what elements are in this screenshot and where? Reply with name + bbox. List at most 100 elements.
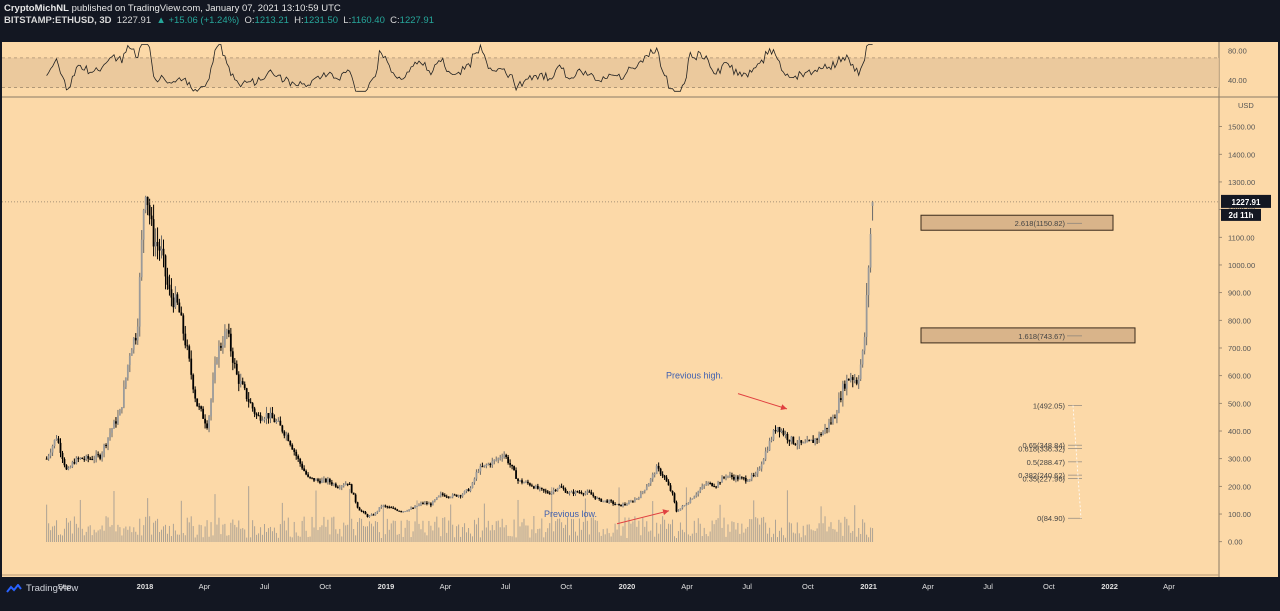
candle-body	[677, 510, 680, 512]
candle-body	[119, 409, 121, 416]
candle-body	[273, 418, 276, 423]
candle-body	[89, 458, 92, 460]
candle-body	[740, 477, 743, 479]
last-price-badge	[1221, 194, 1271, 208]
candle-body	[122, 386, 125, 408]
candle-body	[598, 497, 601, 499]
candle-body	[428, 503, 430, 505]
candle-body	[560, 486, 563, 488]
candle-body	[841, 383, 844, 400]
candle-body	[237, 374, 240, 384]
candle-body	[107, 437, 109, 446]
candle-body	[529, 483, 531, 486]
candle-body	[562, 487, 565, 490]
candle-body	[287, 434, 290, 441]
candle-body	[140, 239, 143, 278]
candle-body	[291, 444, 294, 450]
fib-box	[920, 214, 1114, 231]
candle-body	[368, 515, 371, 517]
candle-body	[796, 444, 799, 446]
time-tick-label: Jul	[742, 582, 752, 591]
symbol-name[interactable]: BITSTAMP:ETHUSD, 3D	[4, 15, 112, 26]
candle-body	[336, 486, 339, 488]
price-tick-label: 100.00	[1228, 510, 1251, 519]
candle-body	[265, 413, 268, 419]
candle-body	[384, 505, 387, 507]
candle-body	[222, 345, 224, 348]
candle-body	[802, 442, 805, 444]
candle-body	[532, 486, 535, 489]
candle-body	[374, 512, 377, 516]
candle-body	[701, 486, 704, 490]
candle-body	[742, 477, 745, 479]
publish-text: published on TradingView.com, January 07…	[71, 3, 341, 14]
candle-body	[138, 277, 141, 327]
time-tick-label: Jul	[983, 582, 993, 591]
candle-body	[705, 483, 708, 485]
rsi-line	[46, 43, 873, 92]
candle-body	[109, 432, 111, 438]
candle-body	[400, 511, 403, 513]
price-tick-label: 800.00	[1228, 316, 1251, 325]
candle-body	[839, 398, 842, 400]
candle-body	[190, 358, 193, 375]
price-tick-label: 1400.00	[1228, 150, 1255, 159]
change-value: ▲ +15.06 (+1.24%)	[156, 15, 240, 26]
candle-body	[515, 470, 517, 479]
candle-body	[332, 483, 335, 485]
rsi-band	[2, 57, 1219, 88]
author-name[interactable]: CryptoMichNL	[4, 3, 69, 14]
candle-body	[580, 492, 583, 494]
candle-body	[174, 294, 177, 308]
candle-body	[299, 458, 302, 464]
candle-body	[604, 500, 607, 502]
candle-body	[142, 210, 145, 240]
candle-body	[491, 460, 494, 466]
candle-body	[574, 491, 577, 494]
candle-body	[519, 480, 521, 482]
candle-body	[334, 483, 337, 487]
candle-body	[620, 504, 622, 507]
candle-body	[493, 459, 496, 461]
candle-body	[55, 438, 58, 440]
candle-body	[744, 477, 747, 482]
candle-body	[717, 482, 719, 487]
tradingview-logo[interactable]: TradingView	[6, 583, 78, 594]
candle-body	[651, 474, 654, 479]
candle-body	[186, 345, 189, 347]
candle-body	[564, 489, 567, 493]
candle-body	[798, 440, 801, 445]
candle-body	[681, 506, 684, 509]
candle-body	[269, 412, 272, 419]
candle-body	[301, 463, 304, 469]
candle-body	[386, 506, 389, 508]
candle-body	[362, 511, 365, 513]
candle-body	[657, 465, 660, 469]
fib-label: 2.618(1150.82)	[1015, 219, 1066, 228]
candle-body	[360, 510, 363, 512]
candle-body	[198, 406, 201, 408]
candle-body	[822, 431, 824, 436]
candle-body	[164, 255, 167, 277]
candle-body	[558, 486, 561, 489]
candle-body	[647, 483, 650, 487]
candle-body	[214, 363, 216, 381]
candle-body	[305, 470, 308, 475]
fib-label: 0.5(288.47)	[1027, 458, 1066, 467]
candle-body	[81, 457, 84, 459]
time-tick-label: Apr	[681, 582, 693, 591]
time-tick-label: Apr	[922, 582, 934, 591]
candle-body	[241, 381, 244, 385]
candle-body	[600, 498, 603, 502]
candle-body	[261, 420, 264, 422]
candle-body	[465, 489, 468, 492]
candle-body	[511, 464, 513, 467]
candle-body	[810, 439, 813, 441]
price-tick-label: 300.00	[1228, 455, 1251, 464]
fib-label: 1.618(743.67)	[1018, 332, 1065, 341]
candle-body	[483, 464, 486, 467]
candle-body	[687, 502, 690, 505]
candle-body	[259, 415, 262, 421]
candle-body	[124, 377, 127, 387]
